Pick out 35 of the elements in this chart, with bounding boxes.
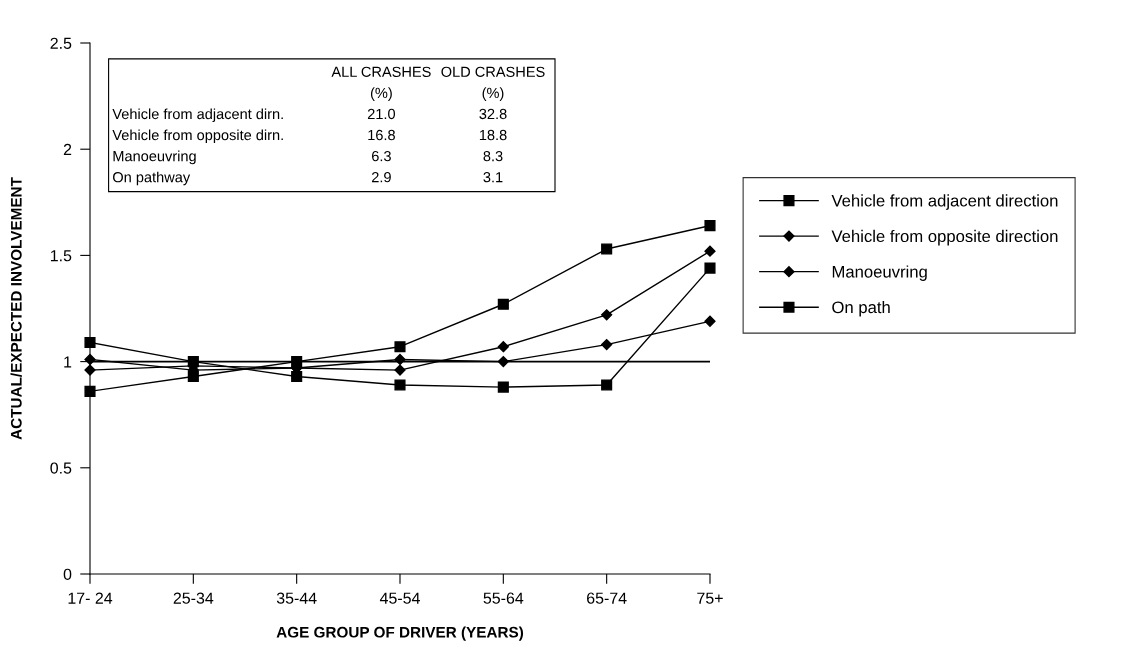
annotation: Manoeuvring <box>113 150 196 165</box>
annotation: 18.8 <box>479 129 507 141</box>
annotation: Vehicle from adjacent dirn. <box>112 108 283 123</box>
y-tick-label: 2 <box>63 143 72 155</box>
annotation: 3.1 <box>483 172 503 183</box>
annotation: (%) <box>370 87 392 101</box>
x-tick-label: 45-54 <box>379 592 420 604</box>
annotation: 8.3 <box>483 150 503 162</box>
y-tick-label: 1 <box>64 356 72 368</box>
x-tick-label: 55-64 <box>483 592 524 604</box>
x-tick-label: 35-44 <box>276 592 317 604</box>
x-tick-label: 75+ <box>697 592 723 604</box>
y-tick-label: 0 <box>63 568 72 580</box>
annotation: ALL CRASHES <box>331 66 431 77</box>
x-axis-title: AGE GROUP OF DRIVER (YEARS) <box>276 626 524 641</box>
annotation: 32.8 <box>479 108 507 120</box>
legend-label: Vehicle from opposite direction <box>831 229 1058 246</box>
y-axis-title: ACTUAL/EXPECTED INVOLVEMENT <box>10 177 22 440</box>
annotation: 21.0 <box>367 108 396 120</box>
x-tick-label: 25-34 <box>173 592 214 604</box>
annotation: On pathway <box>113 171 191 186</box>
legend-label: Manoeuvring <box>832 265 927 281</box>
annotation: (%) <box>482 87 504 101</box>
legend-label: Vehicle from adjacent direction <box>831 194 1058 210</box>
annotation: 6.3 <box>372 150 391 162</box>
annotation: 16.8 <box>368 129 395 141</box>
annotation: OLD CRASHES <box>441 66 545 77</box>
y-tick-label: 1.5 <box>50 250 72 262</box>
annotation: 2.9 <box>372 172 391 183</box>
x-tick-label: 65-74 <box>587 592 627 604</box>
y-tick-label: 2.5 <box>50 37 72 49</box>
y-tick-label: 0.5 <box>50 462 72 474</box>
annotation: Vehicle from opposite dirn. <box>112 129 283 144</box>
legend-label: On path <box>832 300 890 317</box>
x-tick-label: 17- 24 <box>68 592 113 604</box>
